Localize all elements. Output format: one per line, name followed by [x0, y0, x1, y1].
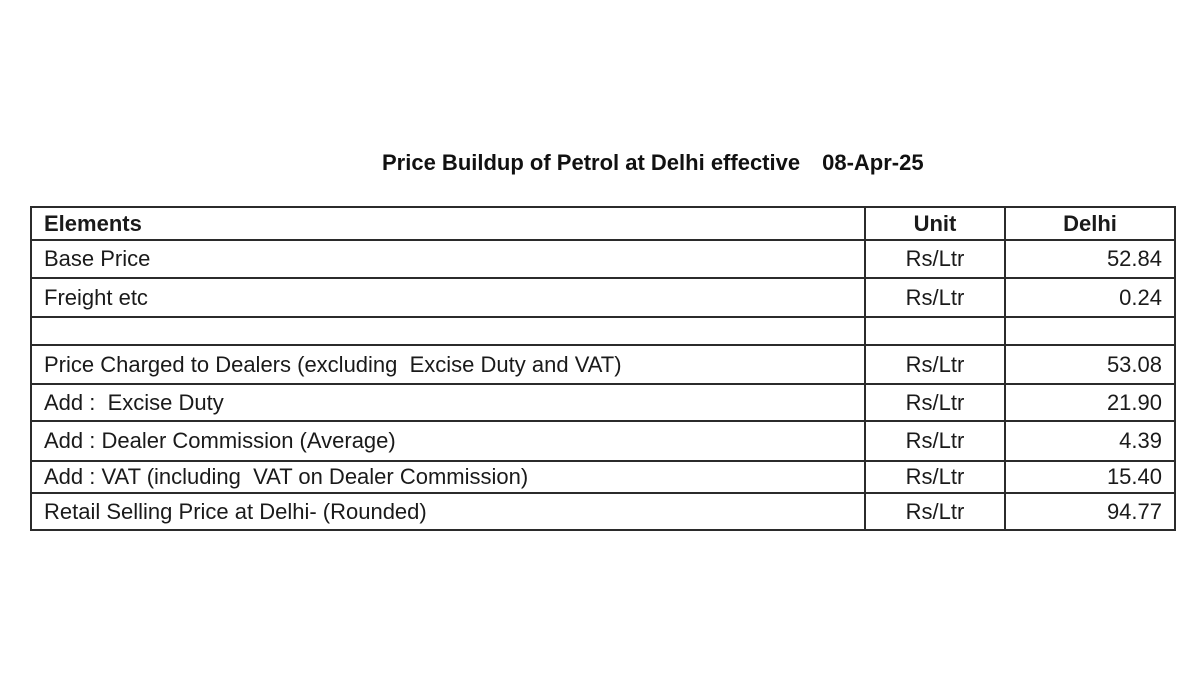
row-element: Retail Selling Price at Delhi- (Rounded) [30, 492, 866, 531]
table-row: Price Charged to Dealers (excluding Exci… [30, 344, 1176, 385]
row-element: Add : VAT (including VAT on Dealer Commi… [30, 460, 866, 494]
row-element: Freight etc [30, 277, 866, 318]
row-element: Base Price [30, 239, 866, 279]
table-header-row: Elements Unit Delhi [30, 206, 1176, 241]
row-unit: Rs/Ltr [864, 492, 1006, 531]
row-unit: Rs/Ltr [864, 460, 1006, 494]
row-value: 53.08 [1004, 344, 1176, 385]
effective-date: 08-Apr-25 [822, 150, 924, 175]
row-unit: Rs/Ltr [864, 344, 1006, 385]
title-text: Price Buildup of Petrol at Delhi effecti… [382, 150, 801, 175]
header-unit: Unit [864, 206, 1006, 241]
row-unit: Rs/Ltr [864, 239, 1006, 279]
row-value: 52.84 [1004, 239, 1176, 279]
row-element: Add : Excise Duty [30, 383, 866, 422]
table-row: Freight etc Rs/Ltr 0.24 [30, 277, 1176, 318]
table-row: Add : Dealer Commission (Average) Rs/Ltr… [30, 420, 1176, 462]
row-element [30, 316, 866, 346]
row-value [1004, 316, 1176, 346]
row-element: Add : Dealer Commission (Average) [30, 420, 866, 462]
header-delhi: Delhi [1004, 206, 1176, 241]
row-unit [864, 316, 1006, 346]
header-elements: Elements [30, 206, 866, 241]
row-unit: Rs/Ltr [864, 383, 1006, 422]
table-row: Base Price Rs/Ltr 52.84 [30, 239, 1176, 279]
row-value: 15.40 [1004, 460, 1176, 494]
row-value: 94.77 [1004, 492, 1176, 531]
row-value: 0.24 [1004, 277, 1176, 318]
row-unit: Rs/Ltr [864, 420, 1006, 462]
price-buildup-table: Elements Unit Delhi Base Price Rs/Ltr 52… [30, 206, 1176, 531]
row-unit: Rs/Ltr [864, 277, 1006, 318]
row-value: 21.90 [1004, 383, 1176, 422]
table-row: Add : VAT (including VAT on Dealer Commi… [30, 460, 1176, 494]
table-row-empty [30, 316, 1176, 346]
row-value: 4.39 [1004, 420, 1176, 462]
table-row: Add : Excise Duty Rs/Ltr 21.90 [30, 383, 1176, 422]
document-title: Price Buildup of Petrol at Delhi effecti… [382, 150, 924, 176]
table-row-total: Retail Selling Price at Delhi- (Rounded)… [30, 492, 1176, 531]
row-element: Price Charged to Dealers (excluding Exci… [30, 344, 866, 385]
